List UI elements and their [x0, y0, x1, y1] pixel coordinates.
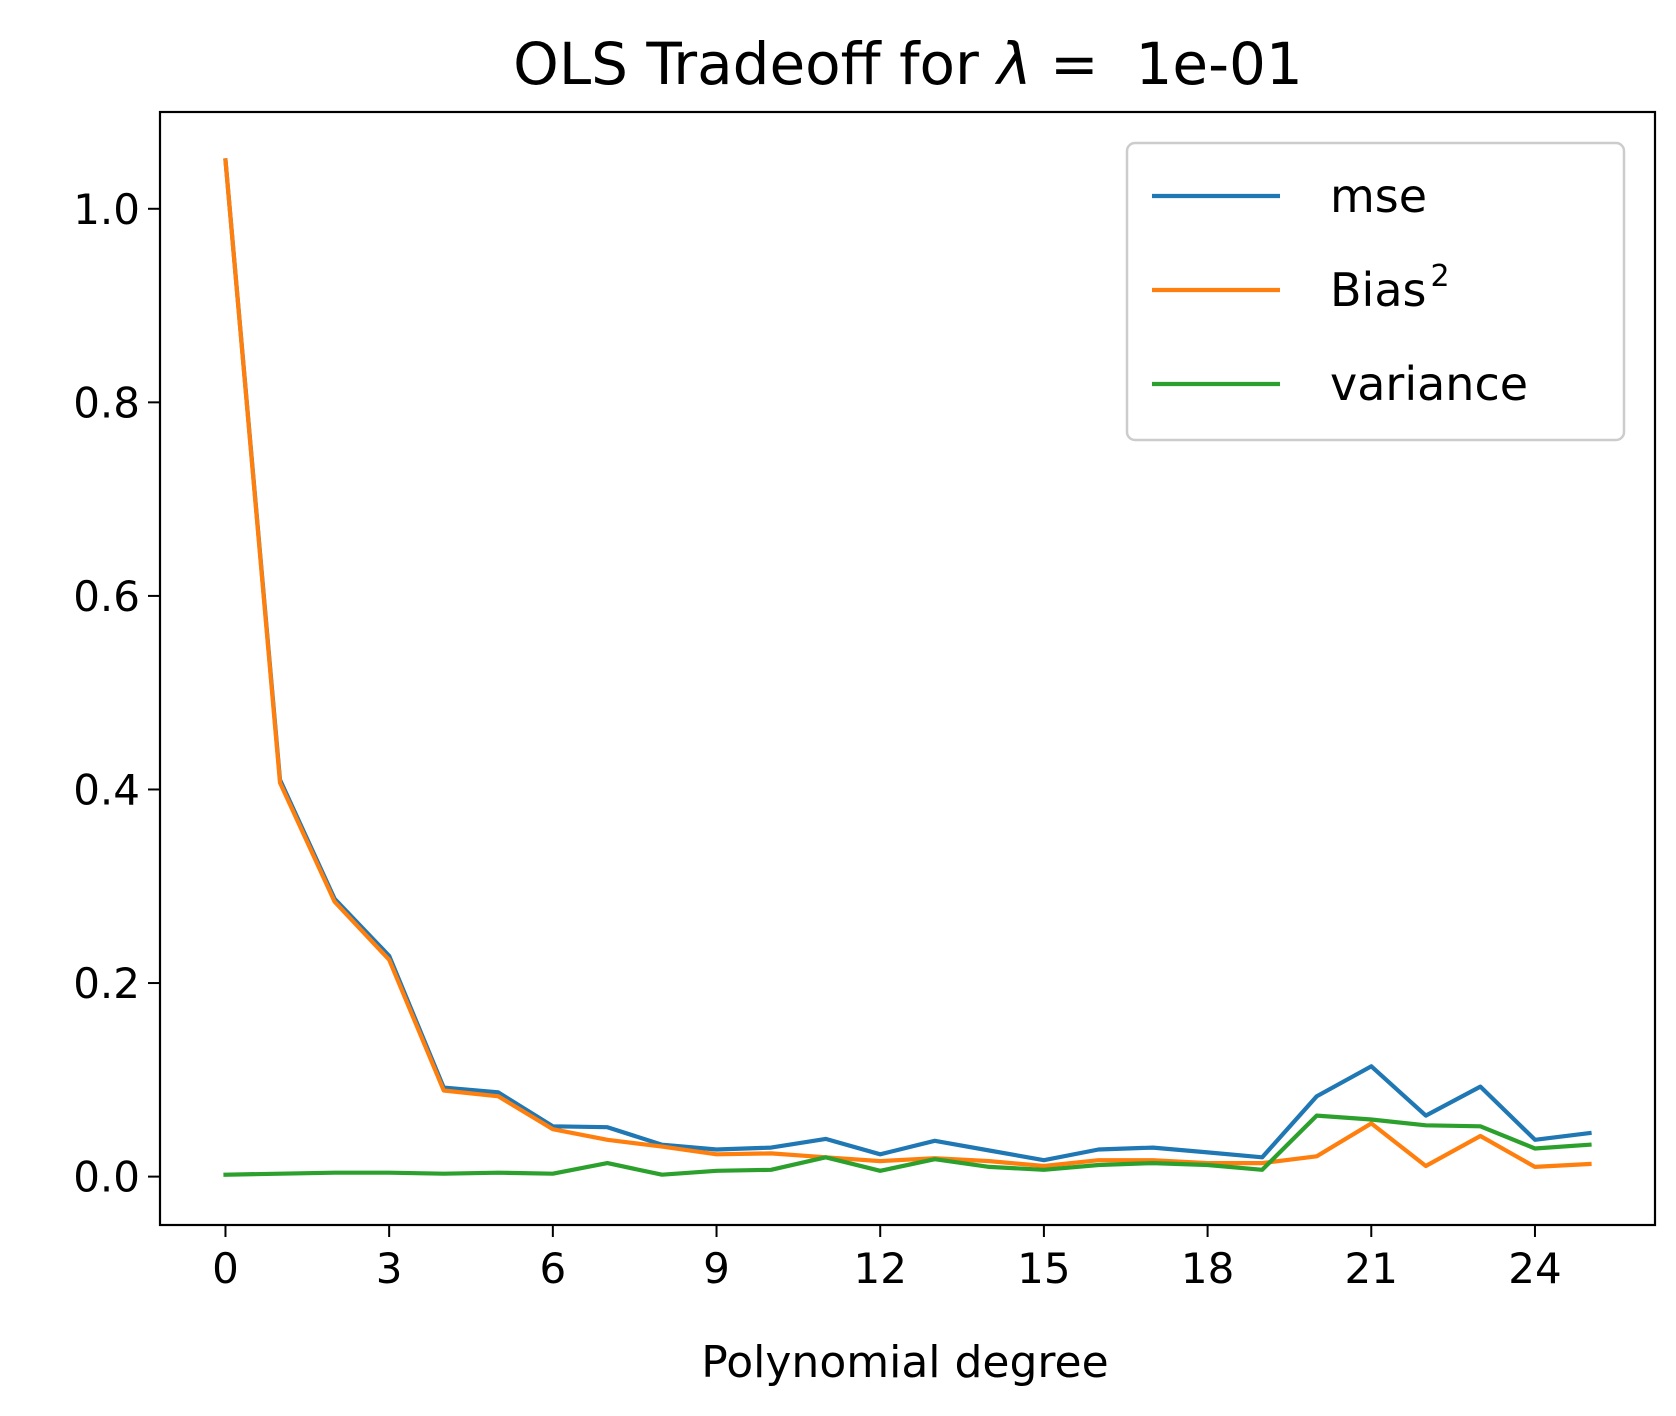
- axes-frame: [158, 110, 1657, 1227]
- series-line-variance: [223, 1113, 1592, 1177]
- x-tick-label: 0: [212, 1244, 239, 1293]
- x-tick-label: 12: [853, 1244, 906, 1293]
- series-line-mse: [223, 158, 1592, 1163]
- chart-title: OLS Tradeoff for λ = 1e-01: [513, 30, 1303, 98]
- x-tick-label: 3: [376, 1244, 403, 1293]
- series-line-bias: [223, 158, 1592, 1170]
- x-tick-label: 21: [1345, 1244, 1398, 1293]
- x-axis: 0 3 6 9 12 15 18 21 24: [212, 1225, 1562, 1293]
- plot-area: [158, 110, 1657, 1227]
- x-tick-label: 18: [1181, 1244, 1234, 1293]
- legend-label-variance: variance: [1330, 357, 1528, 411]
- series-lines: [223, 158, 1592, 1177]
- y-tick-label: 0.0: [73, 1153, 140, 1202]
- legend-label-bias: Bias 2: [1330, 259, 1450, 317]
- x-axis-label: Polynomial degree: [701, 1337, 1108, 1388]
- y-tick-label: 0.4: [73, 765, 140, 814]
- y-axis: 0.0 0.2 0.4 0.6 0.8 1.0: [73, 185, 160, 1202]
- y-tick-label: 1.0: [73, 185, 140, 234]
- legend-box: [1125, 141, 1626, 442]
- x-tick-label: 6: [539, 1244, 566, 1293]
- x-tick-label: 24: [1508, 1244, 1561, 1293]
- legend: mse Bias 2 variance: [1125, 141, 1626, 442]
- y-tick-label: 0.6: [73, 572, 140, 621]
- y-tick-label: 0.2: [73, 959, 140, 1008]
- legend-label-mse: mse: [1330, 169, 1427, 223]
- x-tick-label: 9: [703, 1244, 730, 1293]
- y-tick-label: 0.8: [73, 378, 140, 427]
- x-tick-label: 15: [1017, 1244, 1070, 1293]
